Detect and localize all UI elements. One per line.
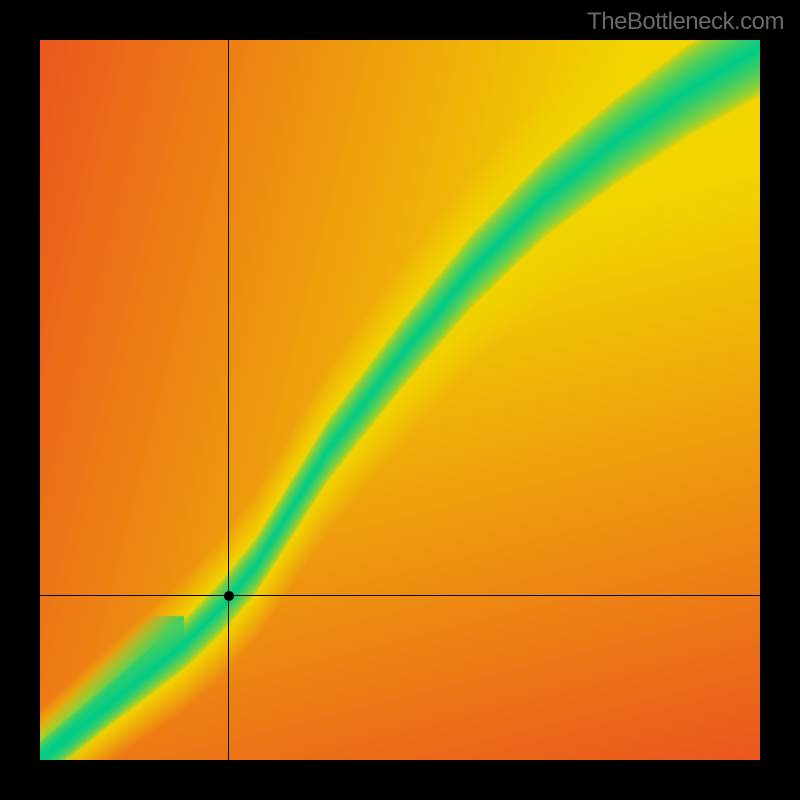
- crosshair-vertical: [228, 40, 229, 760]
- crosshair-horizontal: [40, 595, 760, 596]
- bottleneck-heatmap: [40, 40, 760, 760]
- crosshair-marker: [224, 591, 234, 601]
- chart-root: TheBottleneck.com: [0, 0, 800, 800]
- watermark-text: TheBottleneck.com: [587, 8, 784, 36]
